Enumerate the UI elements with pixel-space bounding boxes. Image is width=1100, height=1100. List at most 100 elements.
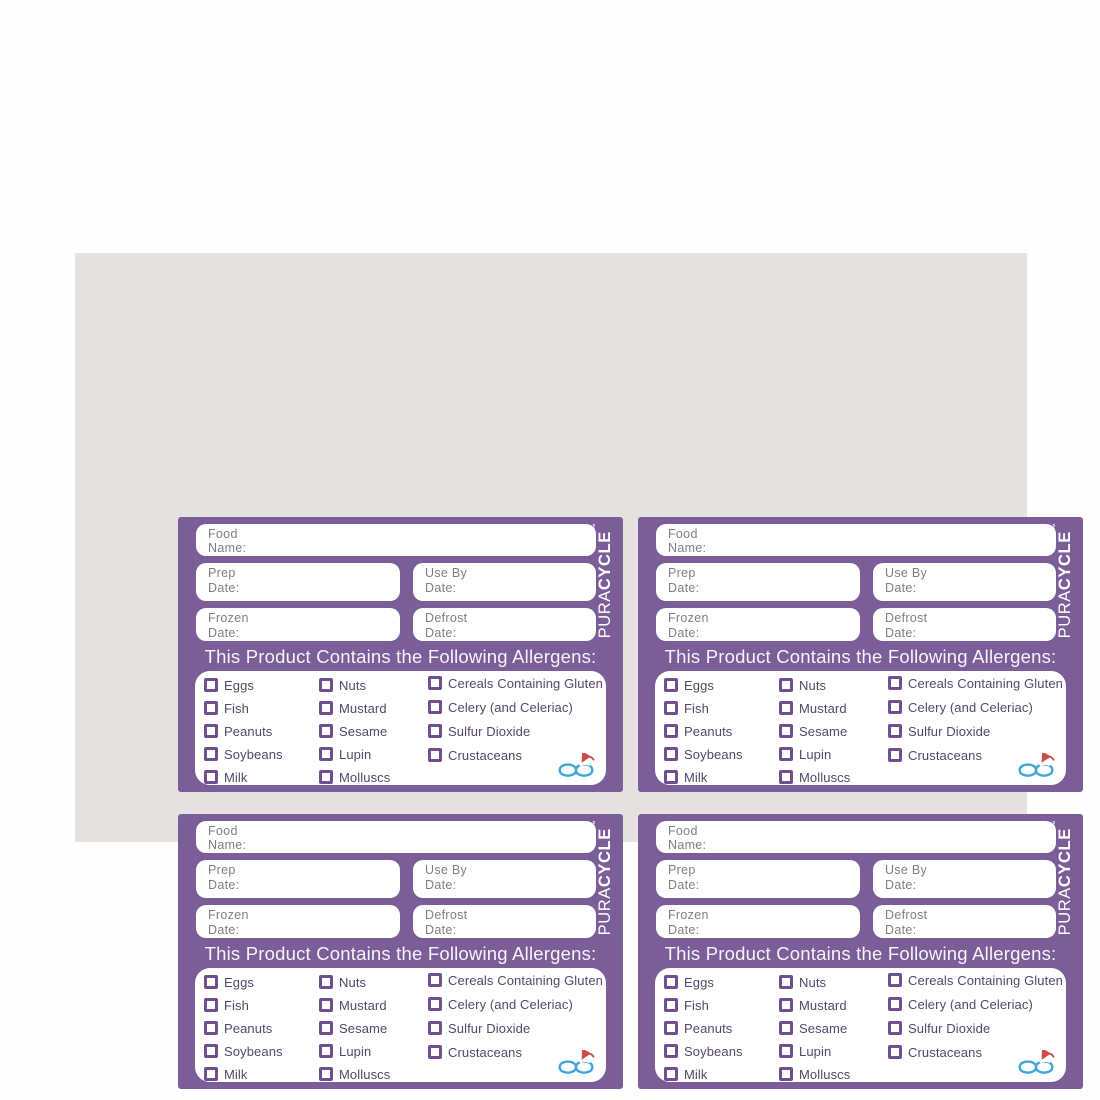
allergen-label: Food Name: Prep Date: Use By Date: Froze… (178, 814, 623, 1089)
checkbox-icon (888, 997, 902, 1011)
field-label-line1: Frozen (208, 611, 249, 625)
field-label-line2: Name: (208, 838, 247, 852)
allergen-option: Milk (204, 1067, 283, 1082)
allergen-option: Soybeans (204, 747, 283, 762)
field-label-line1: Use By (425, 566, 468, 580)
defrost-date-field: Defrost Date: (413, 608, 596, 641)
allergen-option: Sesame (779, 724, 850, 739)
allergen-option: Soybeans (664, 747, 743, 762)
field-label: Prep Date: (208, 566, 400, 596)
allergen-option: Eggs (204, 678, 283, 693)
allergen-label: Food Name: Prep Date: Use By Date: Froze… (638, 517, 1083, 792)
field-label-line1: Prep (208, 566, 236, 580)
allergen-option: Celery (and Celeriac) (428, 700, 603, 715)
checkbox-icon (888, 700, 902, 714)
checkbox-icon (204, 998, 218, 1012)
checkbox-icon (888, 748, 902, 762)
checkbox-icon (779, 724, 793, 738)
allergen-option: Nuts (779, 975, 850, 990)
brand-wordmark: PURA CYCLE ™ (592, 521, 618, 641)
field-label: Use By Date: (425, 863, 596, 893)
allergen-option: Lupin (319, 747, 390, 762)
puracycle-infinity-logo-icon (558, 1050, 595, 1074)
field-label: Use By Date: (425, 566, 596, 596)
checkbox-icon (888, 676, 902, 690)
allergen-option: Celery (and Celeriac) (428, 997, 603, 1012)
field-label-line2: Date: (668, 626, 700, 640)
allergen-option: Nuts (319, 678, 390, 693)
checkbox-icon (428, 997, 442, 1011)
food-name-field: Food Name: (656, 524, 1056, 556)
allergen-option: Cereals Containing Gluten (888, 973, 1063, 988)
checkbox-icon (664, 770, 678, 784)
checkbox-icon (888, 1021, 902, 1035)
allergens-heading: This Product Contains the Following Alle… (204, 646, 597, 667)
field-label-line2: Date: (208, 626, 240, 640)
allergen-option: Nuts (319, 975, 390, 990)
checkbox-icon (428, 748, 442, 762)
allergen-option: Mustard (779, 701, 850, 716)
field-label-line1: Food (668, 824, 698, 838)
allergen-option: Mustard (319, 701, 390, 716)
field-label-line2: Name: (208, 541, 247, 555)
brand-cycle: CYCLE (595, 828, 614, 888)
field-label: Frozen Date: (668, 611, 860, 641)
field-label: Prep Date: (668, 566, 860, 596)
field-label-line1: Food (208, 527, 238, 541)
allergen-option: Fish (204, 998, 283, 1013)
field-label-line1: Frozen (668, 908, 709, 922)
allergen-option: Sesame (319, 724, 390, 739)
allergen-option: Fish (664, 701, 743, 716)
allergen-checklist-box: Eggs Fish Peanuts Soybeans Milk (195, 968, 606, 1082)
field-label: Food Name: (208, 527, 596, 555)
checkbox-icon (664, 678, 678, 692)
checkbox-icon (204, 1067, 218, 1081)
allergen-label: Food Name: Prep Date: Use By Date: Froze… (638, 814, 1083, 1089)
allergen-option: Cereals Containing Gluten (888, 676, 1063, 691)
use-by-date-field: Use By Date: (873, 563, 1056, 601)
field-label-line2: Date: (425, 923, 457, 937)
puracycle-infinity-logo-icon (1018, 753, 1055, 777)
checkbox-icon (664, 1067, 678, 1081)
checkbox-icon (319, 975, 333, 989)
field-label-line2: Date: (208, 878, 240, 892)
trademark-symbol: ™ (592, 820, 599, 828)
checkbox-icon (779, 770, 793, 784)
checkbox-icon (888, 973, 902, 987)
checkbox-icon (664, 747, 678, 761)
label-sheet: Food Name: Prep Date: Use By Date: Froze… (75, 253, 1083, 1089)
frozen-date-field: Frozen Date: (656, 905, 860, 938)
field-label: Prep Date: (208, 863, 400, 893)
field-label-line2: Date: (425, 626, 457, 640)
brand-wordmark: PURA CYCLE ™ (1052, 521, 1078, 641)
allergen-checklist-box: Eggs Fish Peanuts Soybeans Milk (195, 671, 606, 785)
checkbox-icon (779, 678, 793, 692)
allergen-option: Mustard (779, 998, 850, 1013)
checkbox-icon (664, 1044, 678, 1058)
allergen-option: Molluscs (779, 770, 850, 785)
allergen-option: Sesame (319, 1021, 390, 1036)
allergen-option: Lupin (319, 1044, 390, 1059)
field-label-line2: Date: (208, 923, 240, 937)
allergen-option: Peanuts (204, 1021, 283, 1036)
field-label: Food Name: (208, 824, 596, 852)
field-label-line2: Date: (425, 878, 457, 892)
allergen-column-3: Cereals Containing Gluten Celery (and Ce… (428, 973, 603, 1060)
checkbox-icon (319, 770, 333, 784)
checkbox-icon (319, 1044, 333, 1058)
brand-pura: PURA (595, 590, 614, 639)
checkbox-icon (779, 998, 793, 1012)
allergen-column-1: Eggs Fish Peanuts Soybeans Milk (664, 678, 743, 785)
food-name-field: Food Name: (656, 821, 1056, 853)
prep-date-field: Prep Date: (196, 563, 400, 601)
allergen-column-2: Nuts Mustard Sesame Lupin Molluscs (779, 975, 850, 1082)
checkbox-icon (204, 724, 218, 738)
allergens-heading: This Product Contains the Following Alle… (664, 646, 1057, 667)
field-label: Defrost Date: (425, 908, 596, 938)
allergen-column-1: Eggs Fish Peanuts Soybeans Milk (664, 975, 743, 1082)
field-label-line1: Food (668, 527, 698, 541)
field-label-line2: Date: (668, 878, 700, 892)
brand-pura: PURA (1055, 590, 1074, 639)
allergen-option: Molluscs (319, 1067, 390, 1082)
